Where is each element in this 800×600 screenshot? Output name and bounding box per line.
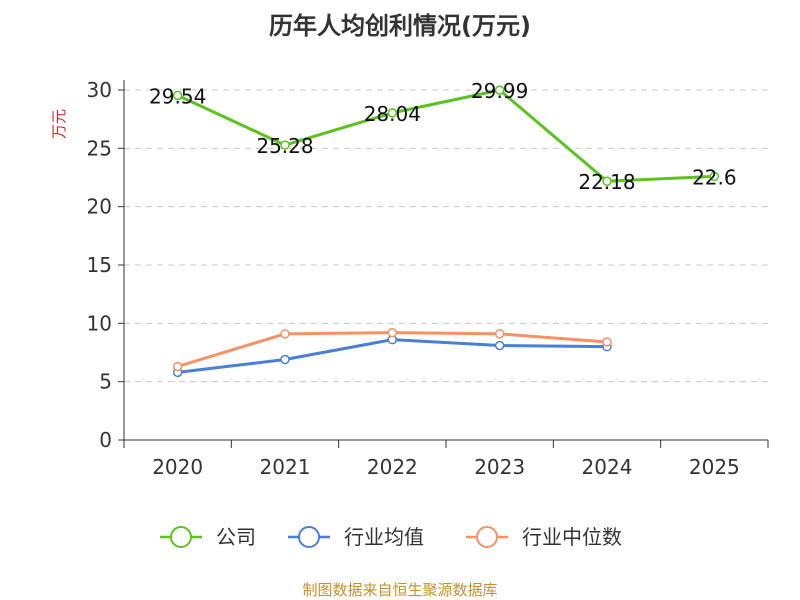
data-point <box>387 108 398 118</box>
x-tick-label: 2025 <box>689 455 740 479</box>
x-tick-label: 2024 <box>582 455 633 479</box>
data-point <box>280 354 290 365</box>
data-point <box>494 329 505 339</box>
y-tick-label: 20 <box>87 195 112 219</box>
data-point <box>602 337 612 347</box>
data-label: 25.28 <box>256 134 313 158</box>
data-point <box>494 85 505 95</box>
legend-label: 行业均值 <box>344 525 424 549</box>
x-tick-label: 2020 <box>152 455 203 479</box>
data-point <box>280 329 290 339</box>
legend-swatch-marker <box>170 526 192 548</box>
data-point <box>387 327 398 338</box>
data-label: 28.04 <box>364 102 421 126</box>
source-note: 制图数据来自恒生聚源数据库 <box>302 581 498 599</box>
data-label: 22.18 <box>578 170 635 194</box>
legend-swatch-marker <box>298 526 320 548</box>
y-tick-label: 15 <box>87 253 112 277</box>
data-point <box>172 90 183 101</box>
legend-label: 行业中位数 <box>522 525 622 549</box>
legend: 公司 行业均值 行业中位数 <box>160 525 622 549</box>
y-tick-label: 10 <box>87 311 112 335</box>
x-tick-label: 2023 <box>474 455 525 479</box>
y-tick-label: 0 <box>99 428 112 452</box>
legend-swatch-marker <box>476 526 498 548</box>
legend-label: 公司 <box>216 525 256 549</box>
y-tick-label: 30 <box>87 78 112 102</box>
data-label: 22.6 <box>692 165 737 189</box>
chart-title: 历年人均创利情况(万元) <box>269 12 531 40</box>
x-tick-label: 2022 <box>367 455 418 479</box>
series-line-1 <box>177 338 608 374</box>
data-point <box>709 171 720 182</box>
gridlines <box>124 89 768 383</box>
data-point <box>602 176 612 186</box>
x-tick-label: 2021 <box>260 455 311 479</box>
data-labels: 29.54 25.28 28.04 29.99 22.18 22.6 <box>149 79 737 194</box>
data-label: 29.99 <box>471 79 528 103</box>
data-point <box>172 361 183 372</box>
data-point <box>494 340 505 351</box>
data-point <box>280 140 290 150</box>
y-tick-label: 25 <box>87 136 112 160</box>
data-label: 29.54 <box>149 84 206 108</box>
series-lines <box>172 85 720 378</box>
y-tick-label: 5 <box>99 370 112 394</box>
series-line-0 <box>177 88 715 183</box>
